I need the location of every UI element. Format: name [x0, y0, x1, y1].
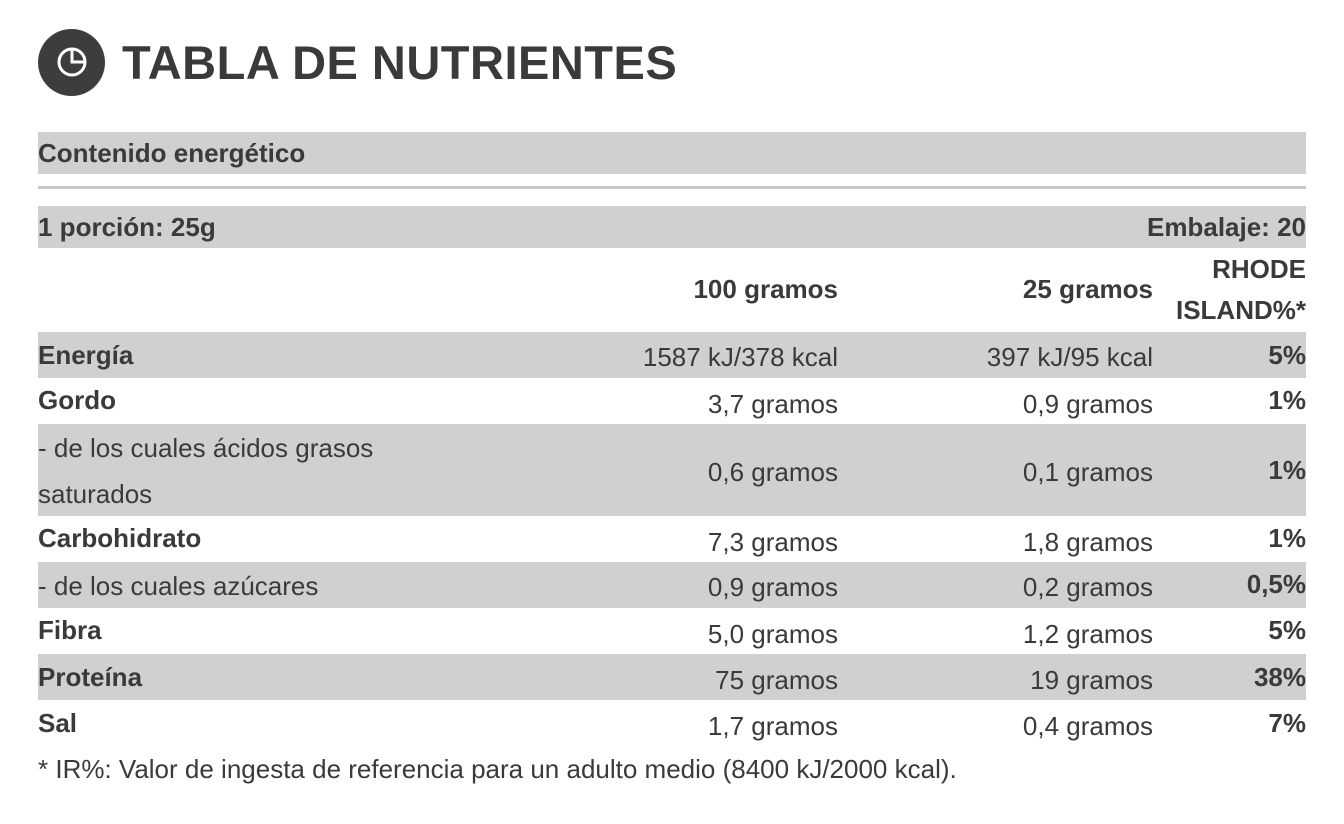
value-ir: 5%	[1268, 340, 1306, 370]
value-ir: 7%	[1268, 708, 1306, 738]
column-header-ir-line2: ISLAND%*	[1175, 295, 1306, 325]
page-header: TABLA DE NUTRIENTES	[38, 28, 677, 96]
package-size: Embalaje: 20	[1147, 211, 1306, 242]
column-header-25g: 25 gramos	[1022, 274, 1153, 304]
value-25g: 0,1 gramos	[1022, 457, 1153, 487]
value-100g: 0,9 gramos	[707, 572, 838, 602]
energy-content-header: Contenido energético	[38, 132, 1306, 174]
value-100g: 3,7 gramos	[707, 389, 838, 419]
row-label: Gordo	[38, 385, 116, 415]
value-100g: 5,0 gramos	[707, 619, 838, 649]
value-25g: 1,2 gramos	[1022, 619, 1153, 649]
value-ir: 38%	[1253, 662, 1306, 692]
pie-chart-icon	[38, 28, 105, 96]
value-25g: 397 kJ/95 kcal	[986, 342, 1153, 372]
value-25g: 0,4 gramos	[1022, 711, 1153, 741]
row-label: - de los cuales azúcares	[38, 571, 319, 601]
value-ir: 1%	[1268, 455, 1306, 485]
value-100g: 7,3 gramos	[707, 527, 838, 557]
row-label: Carbohidrato	[38, 523, 202, 553]
value-ir: 5%	[1268, 615, 1306, 645]
row-label: Sal	[38, 708, 78, 738]
table-row: - de los cuales azúcares 0,9 gramos 0,2 …	[38, 562, 1306, 608]
portion-bar: 1 porción: 25g Embalaje: 20	[38, 206, 1306, 248]
row-label: Proteína	[38, 662, 143, 692]
value-100g: 75 gramos	[715, 665, 838, 695]
value-100g: 0,6 gramos	[707, 457, 838, 487]
table-row: Carbohidrato 7,3 gramos 1,8 gramos 1%	[38, 516, 1306, 562]
row-label: Energía	[38, 340, 134, 370]
value-25g: 0,2 gramos	[1022, 572, 1153, 602]
table-row: Gordo 3,7 gramos 0,9 gramos 1%	[38, 378, 1306, 424]
divider	[38, 186, 1306, 189]
row-label: Fibra	[38, 615, 102, 645]
page-title: TABLA DE NUTRIENTES	[122, 35, 678, 89]
value-25g: 1,8 gramos	[1022, 527, 1153, 557]
value-ir: 1%	[1268, 523, 1306, 553]
serving-size: 1 porción: 25g	[38, 211, 216, 242]
row-label-line1: - de los cuales ácidos grasos	[38, 433, 374, 463]
row-label-line2: saturados	[38, 479, 153, 509]
table-row: Sal 1,7 gramos 0,4 gramos 7%	[38, 700, 1306, 746]
footnote: * IR%: Valor de ingesta de referencia pa…	[38, 754, 957, 784]
table-row: - de los cuales ácidos grasos saturados …	[38, 424, 1306, 516]
value-100g: 1,7 gramos	[707, 711, 838, 741]
table-row: Energía 1587 kJ/378 kcal 397 kJ/95 kcal …	[38, 332, 1306, 378]
value-100g: 1587 kJ/378 kcal	[642, 342, 838, 372]
value-25g: 19 gramos	[1030, 665, 1153, 695]
value-ir: 1%	[1268, 385, 1306, 415]
value-25g: 0,9 gramos	[1022, 389, 1153, 419]
value-ir: 0,5%	[1246, 569, 1306, 599]
column-header-row: 100 gramos 25 gramos RHODE ISLAND%*	[38, 248, 1306, 332]
table-row: Proteína 75 gramos 19 gramos 38%	[38, 654, 1306, 700]
table-row: Fibra 5,0 gramos 1,2 gramos 5%	[38, 608, 1306, 654]
column-header-100g: 100 gramos	[693, 274, 838, 304]
energy-content-label: Contenido energético	[38, 137, 306, 168]
column-header-ir-line1: RHODE	[1212, 254, 1306, 284]
